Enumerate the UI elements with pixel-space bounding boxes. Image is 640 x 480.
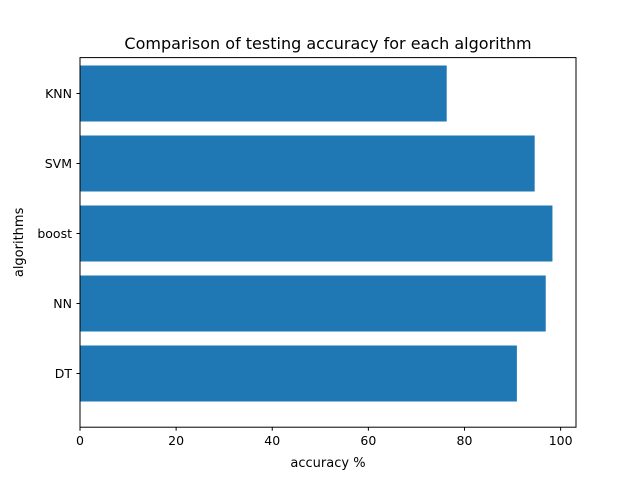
plot-frame <box>79 57 577 428</box>
y-tick-label: DT <box>55 366 73 381</box>
y-tick-label: SVM <box>45 156 72 171</box>
chart-title: Comparison of testing accuracy for each … <box>124 34 531 53</box>
x-tick-label: 20 <box>168 433 184 448</box>
bar-svm <box>80 135 535 192</box>
y-tick-label: KNN <box>45 86 72 101</box>
y-axis-ticks: DT NN boost SVM KNN <box>37 86 80 381</box>
x-axis-ticks: 0 20 40 60 80 100 <box>76 427 573 448</box>
x-tick-label: 0 <box>76 433 84 448</box>
x-tick-label: 40 <box>264 433 280 448</box>
y-tick-label: NN <box>53 296 72 311</box>
x-tick-label: 80 <box>457 433 473 448</box>
y-axis-label: algorithms <box>12 207 27 277</box>
bar-nn <box>80 275 546 332</box>
bars-group <box>80 65 553 402</box>
x-axis-label: accuracy % <box>290 456 365 471</box>
y-tick-label: boost <box>37 226 72 241</box>
x-tick-label: 60 <box>360 433 376 448</box>
bar-knn <box>80 65 447 122</box>
bar-dt <box>80 345 517 402</box>
bar-boost <box>80 205 553 262</box>
x-tick-label: 100 <box>549 433 573 448</box>
